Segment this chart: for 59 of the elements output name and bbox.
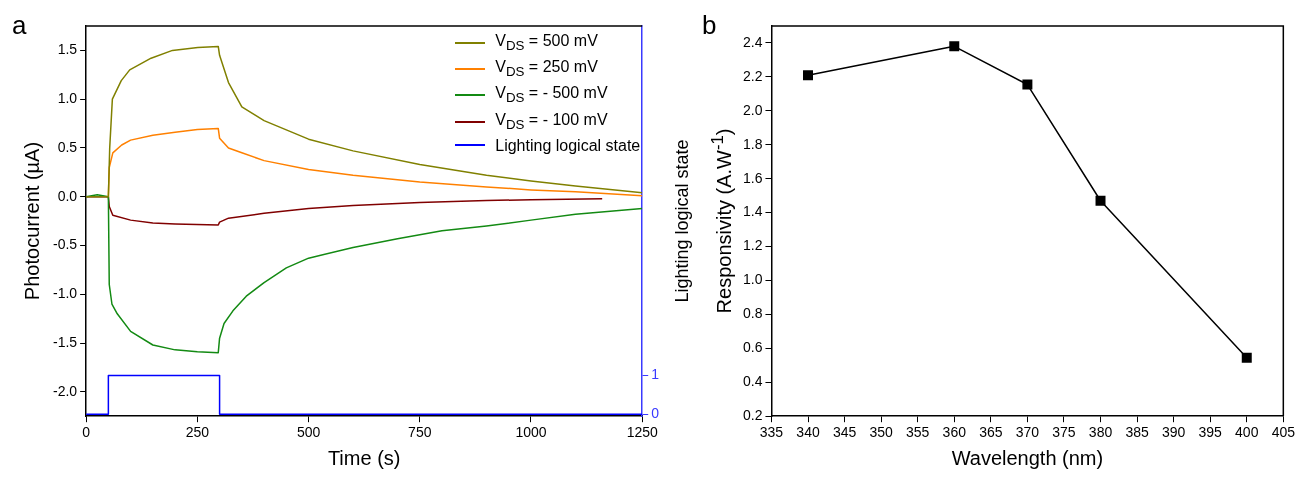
y-tick-label: 1.8 [742,135,763,152]
x-tick-label: 1250 [626,424,658,441]
y-tick-label: -1.5 [53,333,78,350]
y-tick-label: 0.8 [742,305,763,322]
y-tick-label: 1.4 [742,203,763,220]
x-tick-label: 335 [759,424,784,441]
x-tick-label: 750 [408,424,432,441]
x-tick-label: 400 [1235,424,1259,441]
y2-axis-title: Lighting logical state [671,139,693,303]
y2-tick-label: 1 [651,366,660,383]
point [803,70,814,81]
y-tick-label: 1.0 [742,271,763,288]
y-tick-label: -2.0 [53,382,78,399]
legend-label: V$_{DS}$ = - 500 mV [495,83,608,108]
x-tick-label: 375 [1052,424,1076,441]
x-tick-label: 250 [185,424,210,441]
y-tick-label: 0.0 [57,187,78,204]
y-tick-label: -0.5 [53,236,78,253]
legend-label: V$_{DS}$ = 250 mV [495,57,598,82]
x-tick-label: 350 [869,424,894,441]
y-tick-label: 0.5 [57,138,78,155]
x-tick-label: 370 [1015,424,1040,441]
y-tick-label: 2.0 [742,101,763,118]
x-tick-label: 405 [1271,424,1296,441]
x-tick-label: 390 [1161,424,1186,441]
x-tick-label: 345 [832,424,857,441]
x-tick-label: 355 [906,424,930,441]
x-tick-label: 340 [796,424,820,441]
x-tick-label: 385 [1125,424,1149,441]
y-tick-label: 1.2 [742,237,763,254]
x-tick-label: 365 [979,424,1003,441]
y-axis-title: Photocurrent (µA) [20,141,44,301]
x-tick-label: 395 [1198,424,1223,441]
text: a [12,10,27,41]
y-tick-label: 1.0 [57,90,78,107]
x-tick-label: 360 [942,424,967,441]
y-tick-label: 1.6 [742,169,763,186]
point [1095,195,1106,206]
point [1241,352,1252,363]
y-tick-label: 0.6 [742,339,763,356]
y-tick-label: 2.2 [742,67,763,84]
y-tick-label: 0.4 [742,373,763,390]
text: b [702,10,717,41]
x-tick-label: 0 [82,424,91,441]
x-axis-title: Wavelength (nm) [951,446,1104,469]
y-tick-label: 2.4 [742,33,763,50]
y-tick-label: 0.2 [742,407,763,424]
legend-label: V$_{DS}$ = 500 mV [495,31,598,56]
x-axis-title: Time (s) [327,446,401,469]
point [1022,79,1033,90]
legend-label: Lighting logical state [495,135,641,156]
legend-label: V$_{DS}$ = - 100 mV [495,109,608,134]
y-tick-label: 1.5 [57,41,78,58]
y2-tick-label: 0 [651,405,660,422]
x-tick-label: 1000 [515,424,547,441]
point [949,41,960,52]
x-tick-label: 500 [296,424,321,441]
y-tick-label: -1.0 [53,285,78,302]
x-tick-label: 380 [1088,424,1113,441]
